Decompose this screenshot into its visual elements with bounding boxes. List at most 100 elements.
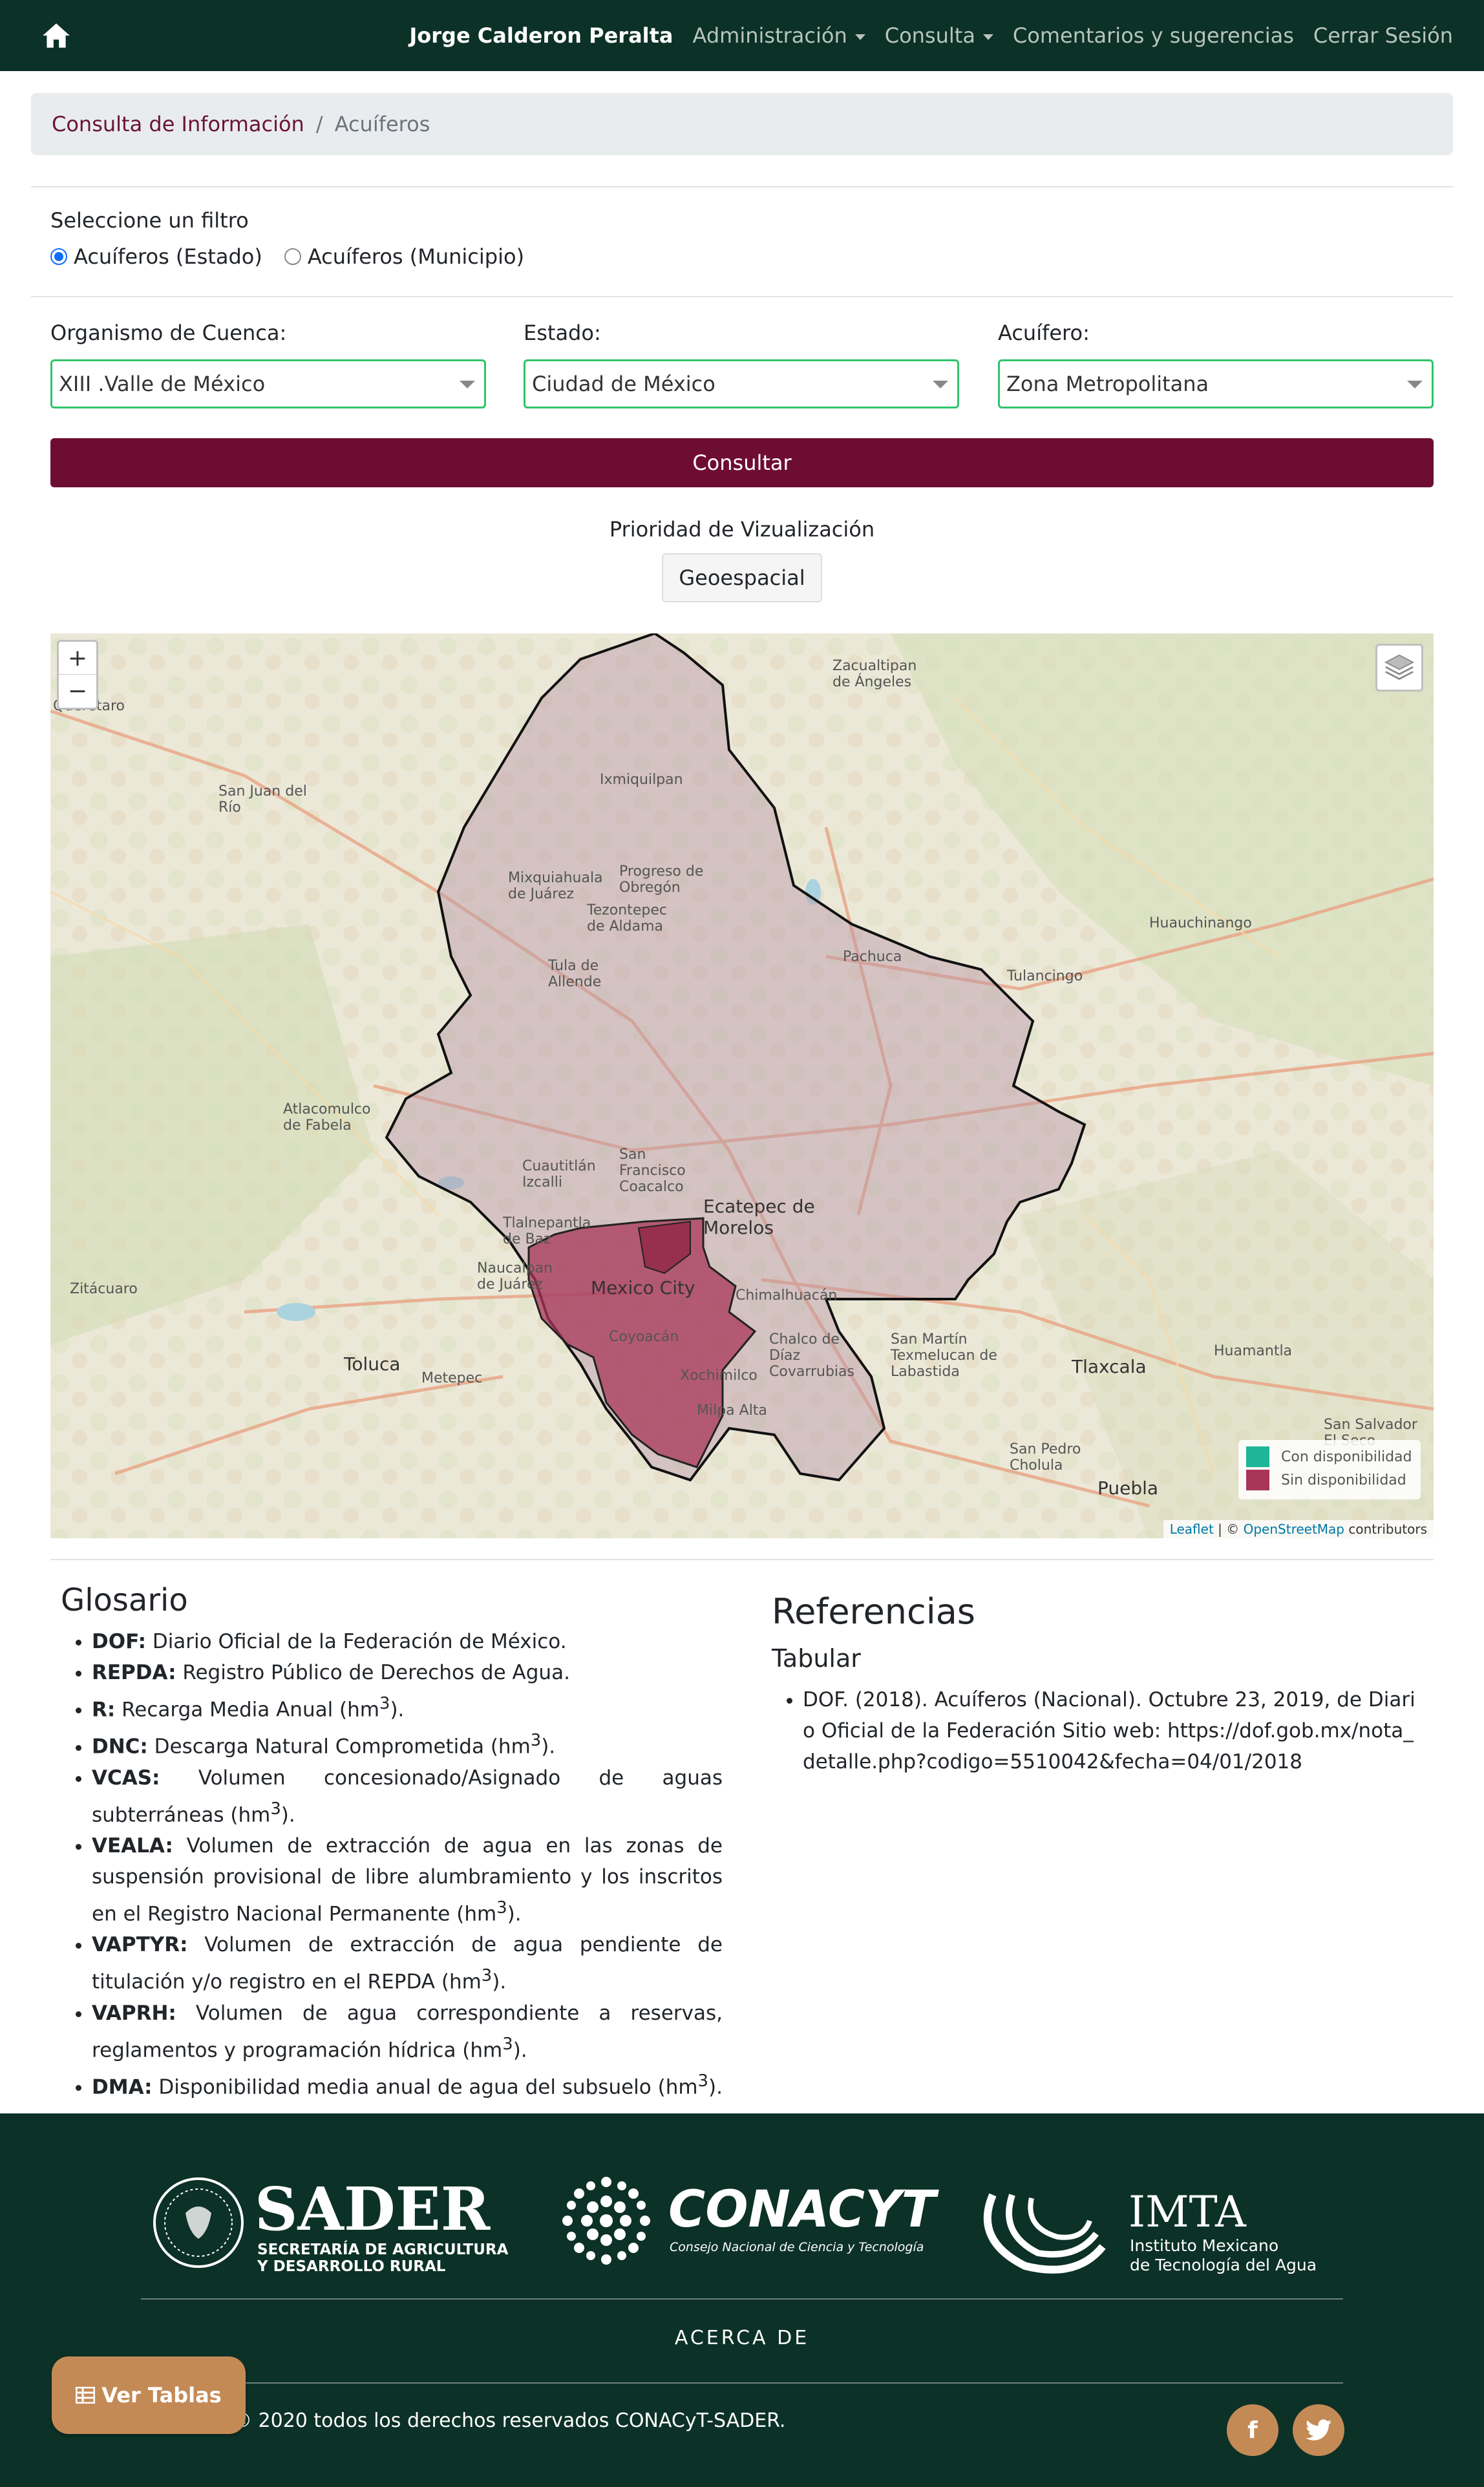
glosario-item: REPDA: Registro Público de Derechos de A… [92,1657,723,1688]
layers-control[interactable] [1375,644,1423,692]
footer-divider [141,2298,1343,2300]
glosario-close: ). [513,2038,527,2062]
glosario-term: DNC: [92,1735,148,1759]
organismo-label: Organismo de Cuenca: [50,321,287,345]
map[interactable]: Querétaro Zacualtipan de Ángeles San Jua… [50,633,1434,1538]
navbar: Jorge Calderon Peralta Administración Co… [0,0,1484,71]
map-label: Naucalpan de Juárez [477,1260,553,1293]
chevron-down-icon [982,34,993,40]
glosario-def: Diario Oficial de la Federación de Méxic… [145,1630,567,1653]
acerca-de-link[interactable]: ACERCA DE [674,2327,810,2349]
map-label: Tulancingo [1007,968,1083,984]
radio-estado-label[interactable]: Acuíferos (Estado) [74,244,262,269]
map-label: Chimalhuacán [736,1287,838,1304]
table-icon [76,2387,96,2404]
legend-item: Sin disponibilidad [1246,1468,1413,1492]
home-icon[interactable] [40,19,72,52]
glosario-item: VAPRH: Volumen de agua correspondiente a… [92,1998,723,2066]
facebook-icon[interactable]: f [1227,2404,1278,2456]
map-label: Metepec [421,1370,483,1386]
nav-comentarios[interactable]: Comentarios y sugerencias [1012,23,1294,48]
glosario-term: VAPTYR: [92,1933,188,1957]
geoespacial-button[interactable]: Geoespacial [662,553,822,602]
map-label: Huauchinango [1149,915,1252,931]
breadcrumb-separator: / [315,112,323,136]
map-label: Puebla [1097,1477,1159,1499]
nav-administracion[interactable]: Administración [693,23,865,48]
superscript: 3 [481,1966,493,1986]
twitter-bird-icon [1306,2419,1331,2440]
nav-consulta[interactable]: Consulta [885,23,993,48]
glosario-close: ). [541,1735,556,1759]
glosario-term: DMA: [92,2075,153,2099]
glosario-close: ). [507,1902,522,1926]
superscript: 3 [496,1898,507,1918]
glosario-term: DOF: [92,1630,146,1653]
osm-link[interactable]: OpenStreetMap [1243,1521,1345,1537]
map-label: Tlalnepantla de Baz [503,1215,591,1247]
legend-item: Con disponibilidad [1246,1445,1413,1468]
filter-radios: Acuíferos (Estado) Acuíferos (Municipio) [50,244,546,269]
glosario-close: ). [390,1698,405,1722]
zoom-in-button[interactable]: + [59,642,96,675]
estado-label: Estado: [524,321,601,345]
superscript: 3 [502,2034,513,2054]
sader-text: SADER [255,2174,491,2244]
breadcrumb: Consulta de Información / Acuíferos [31,93,1453,155]
prioridad-title: Prioridad de Vizualización [609,517,875,542]
glosario-item: DMA: Disponibilidad media anual de agua … [92,2066,723,2102]
glosario-term: REPDA: [92,1661,176,1684]
conacyt-sub: Consejo Nacional de Ciencia y Tecnología [670,2240,924,2254]
nav-administracion-label: Administración [692,23,847,48]
glosario-term: VEALA: [92,1834,173,1857]
legend-label: Sin disponibilidad [1281,1472,1406,1488]
glosario-term: VCAS: [92,1766,160,1790]
leaflet-link[interactable]: Leaflet [1169,1521,1214,1537]
imta-sub1: Instituto Mexicano [1130,2236,1279,2255]
glosario-item: VAPTYR: Volumen de extracción de agua pe… [92,1929,723,1997]
twitter-icon[interactable] [1293,2404,1344,2456]
estado-select[interactable]: Ciudad de México [524,359,959,408]
map-label: Zacualtipan de Ángeles [832,658,917,690]
glosario-close: ). [708,2075,723,2099]
acuifero-select[interactable]: Zona Metropolitana [998,359,1434,408]
nav-cerrar-sesion[interactable]: Cerrar Sesión [1313,23,1453,48]
glosario-item: DOF: Diario Oficial de la Federación de … [92,1626,723,1657]
nav-consulta-label: Consulta [884,23,975,48]
map-label: Tezontepec de Aldama [587,902,667,935]
map-label: Tlaxcala [1072,1356,1147,1377]
map-label: Milpa Alta [697,1402,767,1419]
divider [50,1559,1434,1560]
imta-wave-icon [983,2193,1106,2274]
glosario-title: Glosario [61,1582,188,1618]
nav-user-name[interactable]: Jorge Calderon Peralta [409,23,673,48]
radio-estado[interactable] [50,248,67,265]
glosario-item: VCAS: Volumen concesionado/Asignado de a… [92,1762,723,1830]
acuifero-select-value: Zona Metropolitana [1006,372,1209,396]
referencia-item: DOF. (2018). Acuíferos (Nacional). Octub… [803,1684,1423,1777]
imta-sub2: de Tecnología del Agua [1130,2256,1317,2274]
zoom-out-button[interactable]: − [67,678,88,704]
filter-title: Seleccione un filtro [50,208,249,233]
radio-municipio-label[interactable]: Acuíferos (Municipio) [307,244,525,269]
ver-tablas-button[interactable]: Ver Tablas [52,2356,246,2434]
map-label: Atlacomulco de Fabela [283,1101,371,1134]
nav-links: Jorge Calderon Peralta Administración Co… [409,0,1453,71]
consultar-button[interactable]: Consultar [50,438,1434,487]
conacyt-flower-icon [562,2177,650,2265]
chevron-down-icon [854,34,865,40]
referencias-title: Referencias [772,1591,975,1632]
breadcrumb-consulta[interactable]: Consulta de Información [52,112,304,136]
acuifero-label: Acuífero: [998,321,1090,345]
radio-municipio[interactable] [284,248,301,265]
estado-select-value: Ciudad de México [532,372,716,396]
glosario-def: Descarga Natural Comprometida (hm [147,1735,531,1759]
glosario-list: DOF: Diario Oficial de la Federación de … [92,1626,723,2102]
superscript: 3 [697,2071,708,2091]
map-label: Mixquiahuala de Juárez [508,870,603,902]
organismo-select[interactable]: XIII .Valle de México [50,359,486,408]
map-label: Mexico City [591,1277,695,1298]
map-label: Tula de Allende [548,958,602,990]
map-label: Zitácuaro [70,1281,138,1297]
map-label: Ecatepec de Morelos [703,1196,815,1238]
